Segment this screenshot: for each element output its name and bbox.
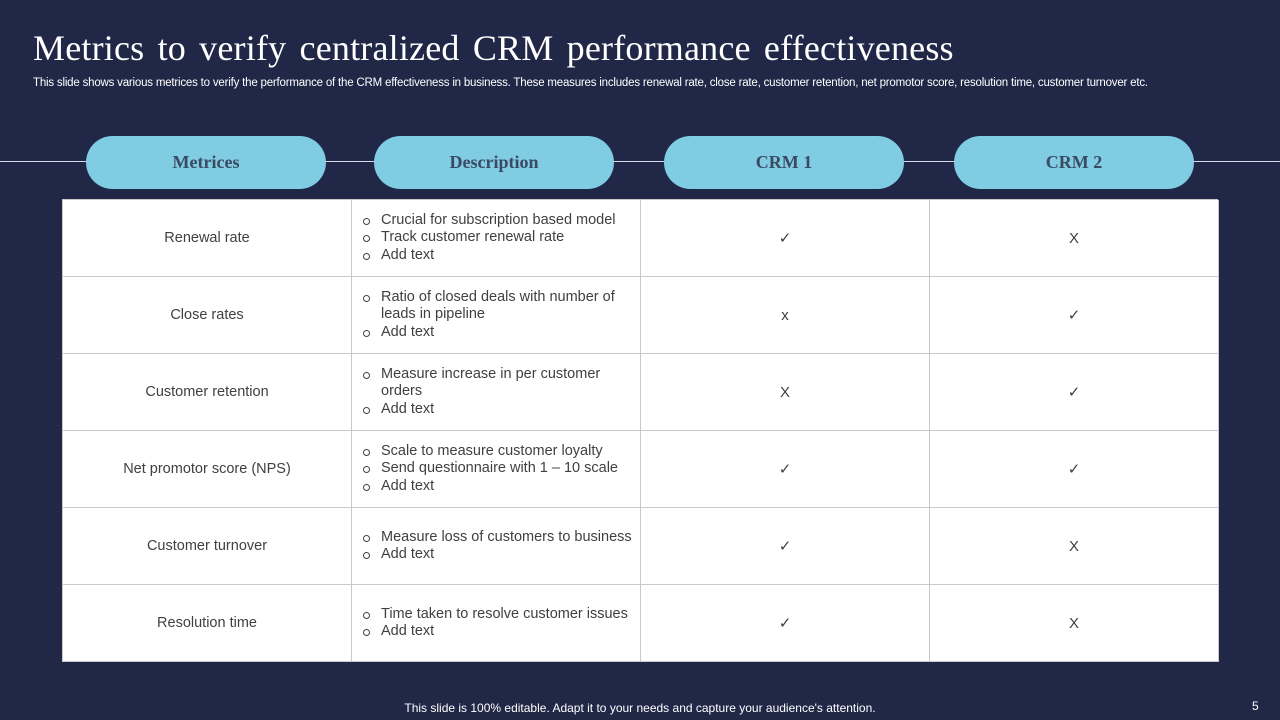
description-cell: Crucial for subscription based model Tra… xyxy=(352,200,641,277)
crm1-mark: ✓ xyxy=(641,585,930,662)
footer-note: This slide is 100% editable. Adapt it to… xyxy=(404,701,876,715)
description-bullet: Add text xyxy=(362,401,634,419)
crm1-mark: x xyxy=(641,277,930,354)
metrics-table: Renewal rate Crucial for subscription ba… xyxy=(62,199,1219,662)
metric-cell: Customer turnover xyxy=(63,508,352,585)
crm1-mark: ✓ xyxy=(641,508,930,585)
description-bullet: Track customer renewal rate xyxy=(362,229,616,247)
description-cell: Scale to measure customer loyalty Send q… xyxy=(352,431,641,508)
header-metrices: Metrices xyxy=(86,136,326,189)
crm2-mark: ✓ xyxy=(930,277,1219,354)
description-cell: Time taken to resolve customer issues Ad… xyxy=(352,585,641,662)
crm1-mark: X xyxy=(641,354,930,431)
header-description: Description xyxy=(374,136,614,189)
crm1-mark: ✓ xyxy=(641,200,930,277)
metric-cell: Net promotor score (NPS) xyxy=(63,431,352,508)
metric-cell: Close rates xyxy=(63,277,352,354)
description-cell: Measure increase in per customer orders … xyxy=(352,354,641,431)
description-bullet: Add text xyxy=(362,247,616,265)
description-bullet: Measure loss of customers to business xyxy=(362,529,632,547)
description-cell: Measure loss of customers to business Ad… xyxy=(352,508,641,585)
metric-cell: Customer retention xyxy=(63,354,352,431)
description-bullet: Scale to measure customer loyalty xyxy=(362,443,618,461)
description-cell: Ratio of closed deals with number of lea… xyxy=(352,277,641,354)
crm2-mark: X xyxy=(930,585,1219,662)
header-crm2: CRM 2 xyxy=(954,136,1194,189)
metric-cell: Resolution time xyxy=(63,585,352,662)
crm2-mark: ✓ xyxy=(930,354,1219,431)
header-crm1: CRM 1 xyxy=(664,136,904,189)
page-number: 5 xyxy=(1252,699,1259,713)
description-bullet: Add text xyxy=(362,546,632,564)
crm2-mark: X xyxy=(930,508,1219,585)
metric-cell: Renewal rate xyxy=(63,200,352,277)
description-bullet: Time taken to resolve customer issues xyxy=(362,606,628,624)
slide-subtitle: This slide shows various metrices to ver… xyxy=(33,77,1148,89)
description-bullet: Add text xyxy=(362,478,618,496)
description-bullet: Measure increase in per customer orders xyxy=(362,366,634,401)
description-bullet: Crucial for subscription based model xyxy=(362,212,616,230)
description-bullet: Ratio of closed deals with number of lea… xyxy=(362,289,634,324)
description-bullet: Add text xyxy=(362,324,634,342)
crm1-mark: ✓ xyxy=(641,431,930,508)
description-bullet: Send questionnaire with 1 – 10 scale xyxy=(362,460,618,478)
description-bullet: Add text xyxy=(362,623,628,641)
slide-title: Metrics to verify centralized CRM perfor… xyxy=(33,28,954,68)
crm2-mark: ✓ xyxy=(930,431,1219,508)
header-divider-line xyxy=(0,161,1280,162)
crm2-mark: X xyxy=(930,200,1219,277)
